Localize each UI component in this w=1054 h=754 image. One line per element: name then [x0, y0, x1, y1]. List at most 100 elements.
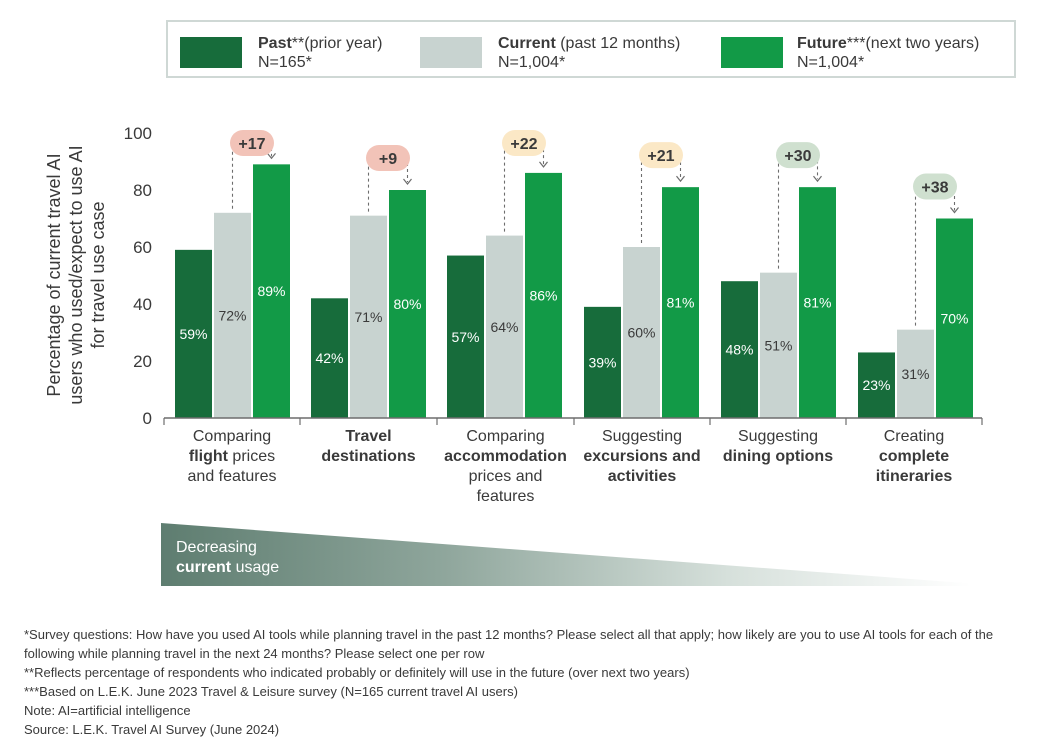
bar-current	[350, 215, 387, 418]
category-label: flight prices	[189, 448, 275, 465]
category-label: prices and	[469, 468, 543, 485]
category-label-part: itineraries	[876, 468, 953, 485]
bar-future	[936, 218, 973, 418]
y-tick-label: 0	[143, 409, 152, 428]
bar-value-label: 51%	[764, 337, 792, 353]
y-axis-label-line: Percentage of current travel AI	[44, 153, 64, 396]
category-label: features	[477, 488, 535, 505]
category-label: dining options	[723, 448, 833, 465]
legend-future-name: Future	[797, 35, 847, 52]
delta-pill	[913, 173, 957, 200]
delta-arrowhead	[950, 207, 959, 214]
bar-future	[389, 190, 426, 418]
y-tick-label: 20	[133, 352, 152, 371]
footnote-based-on: ***Based on L.E.K. June 2023 Travel & Le…	[24, 684, 518, 699]
bar-past	[311, 298, 348, 418]
decreasing-usage-gradient	[161, 523, 971, 586]
bar-future	[662, 187, 699, 418]
category-label: activities	[608, 468, 677, 485]
category-label: Creating	[884, 428, 944, 445]
bar-value-label: 64%	[490, 319, 518, 335]
delta-label: +38	[921, 180, 948, 197]
bar-value-label: 72%	[218, 307, 246, 323]
category-label: complete	[879, 448, 949, 465]
category-label: Comparing	[193, 428, 271, 445]
footnote-reflects: **Reflects percentage of respondents who…	[24, 665, 690, 680]
y-axis-label-line: for travel use case	[88, 201, 108, 348]
delta-label: +30	[784, 148, 811, 165]
bar-value-label: 48%	[725, 342, 753, 358]
category-label-part: Comparing	[193, 428, 271, 445]
y-tick-label: 40	[133, 295, 152, 314]
bar-value-label: 86%	[529, 287, 557, 303]
category-label-part: Suggesting	[602, 428, 682, 445]
bar-value-label: 80%	[393, 296, 421, 312]
legend-current-n: N=1,004*	[498, 54, 566, 71]
delta-pill	[502, 130, 546, 156]
bar-value-label: 81%	[666, 295, 694, 311]
legend-future-n: N=1,004*	[797, 54, 865, 71]
bar-current	[623, 247, 660, 418]
delta-label: +22	[510, 136, 537, 153]
category-label: excursions and	[583, 448, 700, 465]
y-tick-label: 60	[133, 238, 152, 257]
category-label-part: features	[477, 488, 535, 505]
category-label-part: Creating	[884, 428, 944, 445]
bar-chart: 0 20 40 60 80 100 Percentage of current travel…	[44, 124, 983, 505]
bar-value-label: 59%	[179, 326, 207, 342]
legend-current-name: Current	[498, 35, 556, 52]
legend-swatch-future	[721, 37, 783, 68]
category-label-part: prices	[228, 448, 275, 465]
delta-label: +21	[647, 148, 674, 165]
category-label: Travel	[345, 428, 391, 445]
delta-arrowhead	[813, 175, 822, 183]
category-label-part: destinations	[321, 448, 415, 465]
category-label-part: and features	[188, 468, 277, 485]
y-tick-label: 100	[124, 124, 152, 143]
category-label-part: activities	[608, 468, 677, 485]
y-axis-label: Percentage of current travel AI users who…	[44, 145, 108, 404]
gradient-line1: Decreasing	[176, 539, 257, 556]
bar-value-label: 57%	[451, 329, 479, 345]
category-label: Suggesting	[738, 428, 818, 445]
category-label-part: Comparing	[466, 428, 544, 445]
legend-swatch-past	[180, 37, 242, 68]
legend-future-note: ***(next two years)	[846, 35, 980, 52]
y-axis-label-line: users who used/expect to use AI	[66, 145, 86, 404]
bar-value-label: 81%	[803, 295, 831, 311]
bar-value-label: 31%	[901, 366, 929, 382]
bar-value-label: 89%	[257, 283, 285, 299]
bar-value-label: 23%	[862, 377, 890, 393]
category-label-part: excursions and	[583, 448, 700, 465]
bar-past	[175, 249, 212, 418]
delta-arrowhead	[676, 175, 685, 183]
decreasing-usage-label: Decreasing current usage	[176, 538, 279, 578]
legend-past-name: Past	[258, 35, 292, 52]
bar-current	[486, 235, 523, 418]
bar-current	[214, 212, 251, 418]
bar-value-label: 70%	[940, 310, 968, 326]
category-label: accommodation	[444, 448, 567, 465]
delta-pill	[366, 145, 410, 171]
footnotes: *Survey questions: How have you used AI …	[24, 625, 1034, 739]
bar-future	[799, 187, 836, 418]
bar-value-label: 60%	[627, 325, 655, 341]
delta-arrowhead	[539, 161, 548, 168]
category-label-part: complete	[879, 448, 949, 465]
bar-current	[760, 272, 797, 418]
delta-pill	[230, 130, 274, 156]
footnote-source: Source: L.E.K. Travel AI Survey (June 20…	[24, 722, 280, 737]
delta-pill	[776, 142, 820, 169]
bar-past	[858, 352, 895, 418]
legend: Past**(prior year) N=165* Current (past …	[166, 20, 1016, 78]
legend-past-note: **(prior year)	[291, 35, 383, 52]
delta-arrowhead	[267, 152, 276, 160]
category-label: destinations	[321, 448, 415, 465]
delta-pill	[639, 142, 683, 169]
gradient-line2-rest: usage	[231, 559, 280, 576]
bar-past	[721, 281, 758, 418]
bar-future	[525, 172, 562, 418]
category-label: Suggesting	[602, 428, 682, 445]
bar-past	[447, 255, 484, 418]
bar-past	[584, 306, 621, 418]
